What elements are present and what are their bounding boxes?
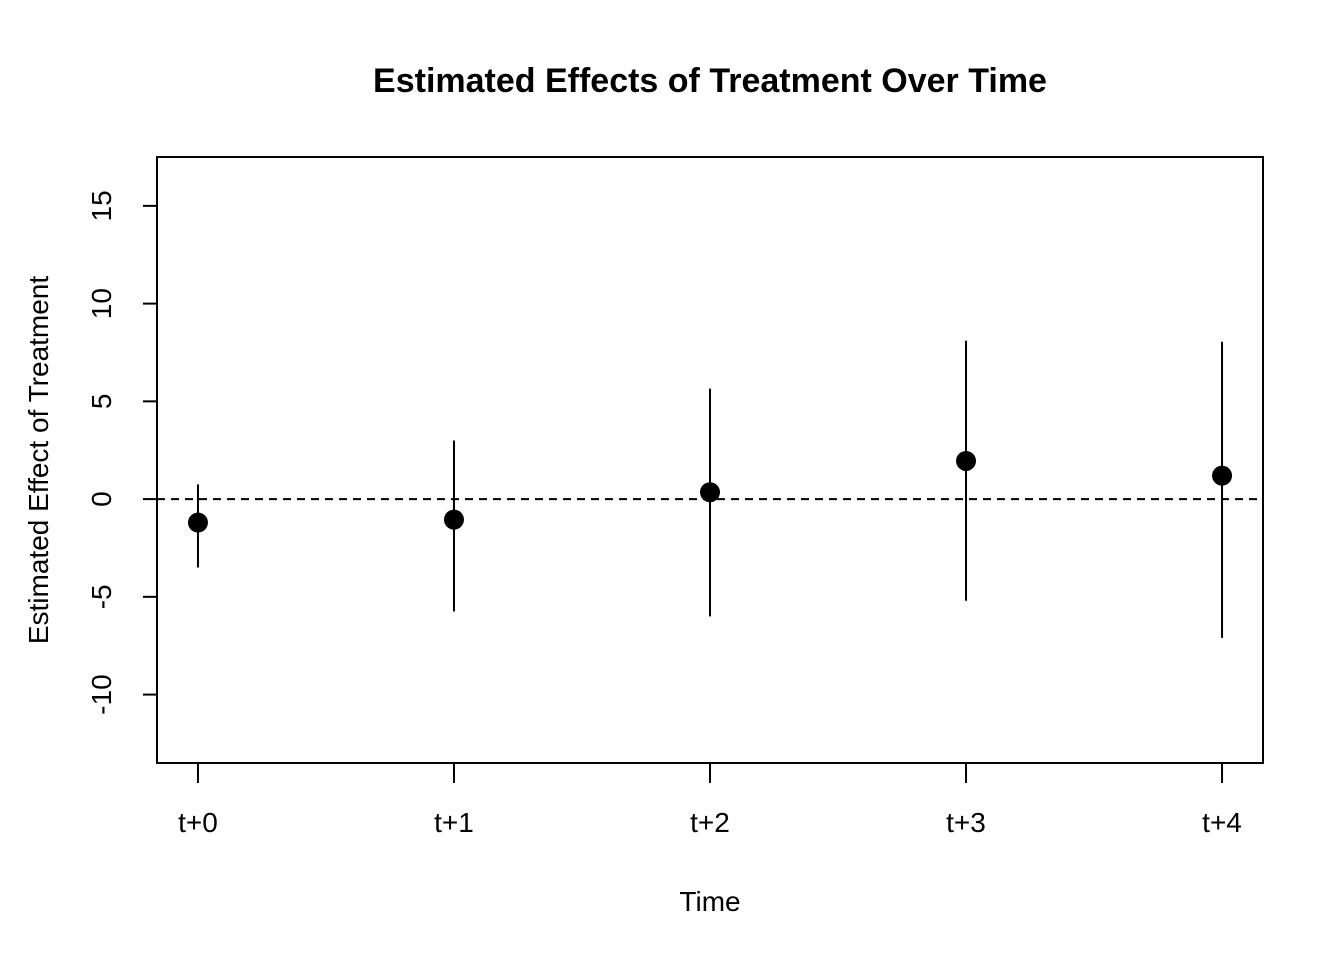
y-axis: -10 -5 0 5 10 15	[86, 190, 157, 715]
chart-marks	[187, 340, 1233, 638]
x-tick-label: t+3	[946, 807, 986, 838]
y-axis-label: Estimated Effect of Treatment	[23, 276, 54, 645]
estimate-point	[443, 509, 464, 530]
estimate-point	[956, 450, 977, 471]
x-tick-label: t+2	[690, 807, 730, 838]
y-tick-label: 10	[86, 288, 117, 319]
estimate-point	[700, 482, 720, 503]
y-tick-label: 0	[86, 491, 117, 507]
x-axis: t+0 t+1 t+2 t+3 t+4	[178, 763, 1242, 838]
y-tick-label: -10	[86, 674, 117, 714]
x-tick-label: t+4	[1202, 807, 1242, 838]
estimate-point	[187, 512, 208, 533]
x-tick-label: t+0	[178, 807, 218, 838]
x-tick-label: t+1	[434, 807, 474, 838]
estimate-point	[1212, 465, 1233, 486]
y-tick-label: -5	[86, 584, 117, 609]
y-tick-label: 15	[86, 190, 117, 221]
y-tick-label: 5	[86, 394, 117, 410]
x-axis-label: Time	[679, 886, 740, 917]
chart-title: Estimated Effects of Treatment Over Time	[373, 62, 1047, 100]
